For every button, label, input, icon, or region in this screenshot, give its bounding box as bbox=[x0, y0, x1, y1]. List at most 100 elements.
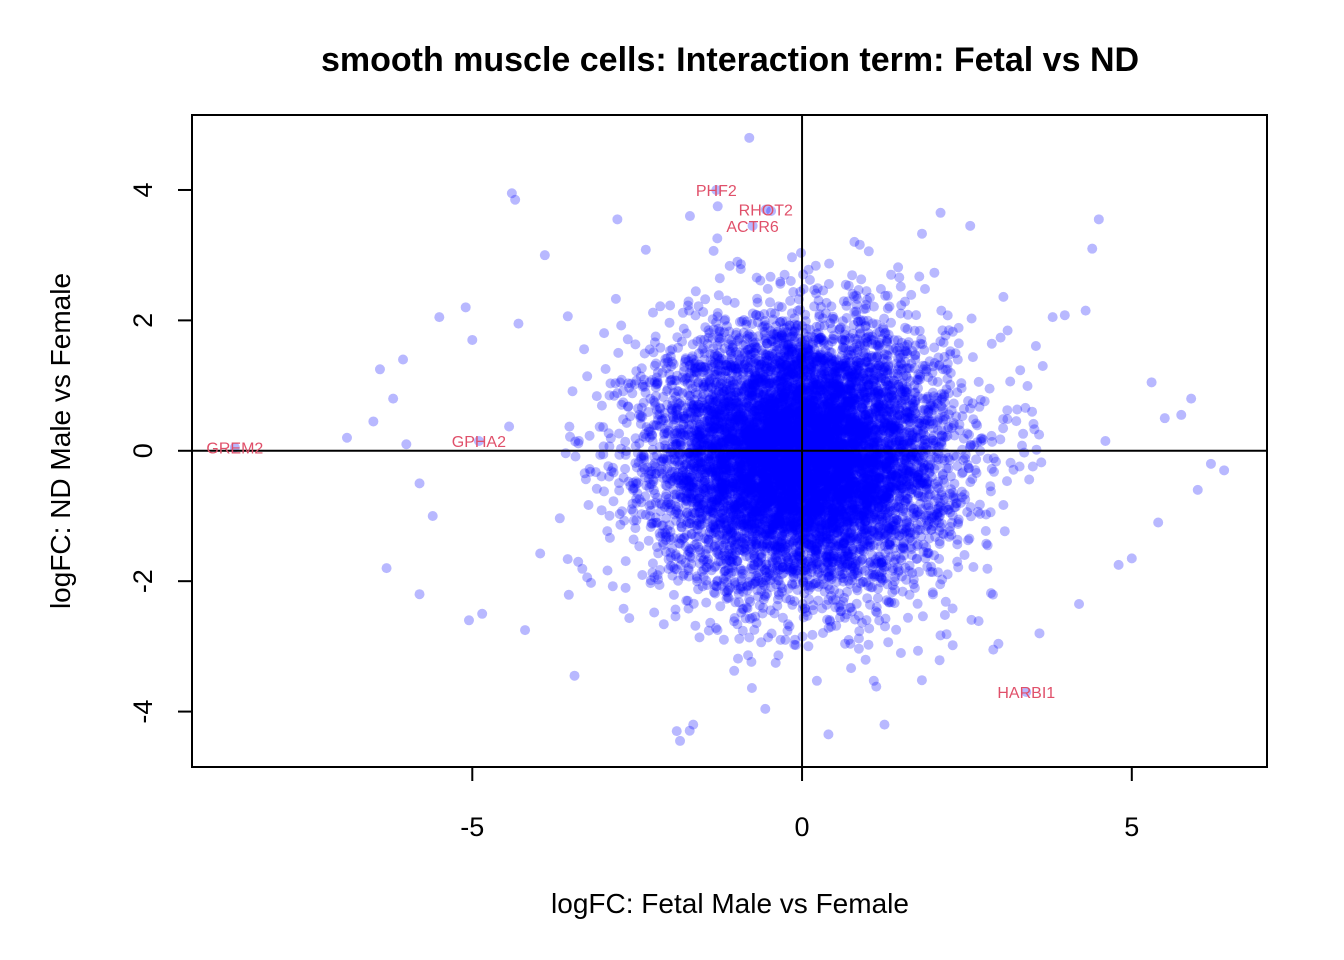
data-point bbox=[948, 418, 959, 429]
data-point bbox=[658, 453, 669, 464]
data-point bbox=[737, 396, 748, 407]
data-point bbox=[740, 442, 751, 453]
data-point bbox=[784, 459, 795, 470]
data-point bbox=[953, 322, 964, 333]
data-point bbox=[713, 416, 724, 427]
data-point bbox=[733, 471, 744, 482]
data-point bbox=[807, 476, 818, 486]
data-point bbox=[858, 546, 869, 557]
data-point bbox=[829, 390, 840, 401]
data-point bbox=[901, 407, 912, 418]
data-point bbox=[748, 559, 759, 570]
data-point bbox=[744, 441, 755, 452]
data-point bbox=[806, 372, 817, 383]
data-point bbox=[775, 542, 786, 553]
data-point bbox=[692, 429, 703, 440]
data-point bbox=[728, 560, 739, 571]
data-point bbox=[805, 500, 816, 511]
data-point bbox=[819, 382, 830, 393]
data-point bbox=[765, 489, 776, 500]
data-point bbox=[826, 353, 837, 364]
data-point bbox=[649, 458, 660, 469]
data-point bbox=[852, 462, 863, 473]
data-point bbox=[827, 508, 838, 518]
data-point bbox=[869, 481, 880, 492]
data-point bbox=[841, 384, 852, 395]
data-point bbox=[504, 421, 515, 432]
data-point bbox=[712, 351, 723, 362]
data-point bbox=[840, 397, 851, 408]
data-point bbox=[713, 441, 724, 452]
data-point bbox=[783, 472, 794, 483]
data-point bbox=[689, 434, 700, 445]
data-point bbox=[710, 438, 721, 449]
data-point bbox=[822, 416, 833, 427]
data-point bbox=[767, 529, 778, 540]
data-point bbox=[749, 523, 760, 534]
data-point bbox=[757, 460, 768, 471]
data-point bbox=[705, 528, 716, 539]
data-point bbox=[824, 432, 835, 443]
data-point bbox=[774, 495, 785, 506]
data-point bbox=[812, 543, 823, 554]
data-point bbox=[759, 316, 770, 326]
data-point bbox=[773, 520, 784, 531]
data-point bbox=[898, 471, 908, 482]
data-point bbox=[874, 399, 885, 410]
data-point bbox=[875, 577, 886, 588]
data-point bbox=[777, 493, 788, 504]
data-point bbox=[736, 533, 747, 544]
data-point bbox=[837, 360, 848, 371]
data-point bbox=[754, 513, 765, 524]
data-point bbox=[882, 365, 892, 376]
data-point bbox=[782, 421, 793, 432]
data-point bbox=[679, 568, 689, 579]
data-point bbox=[848, 387, 859, 398]
data-point bbox=[731, 436, 742, 447]
data-point bbox=[826, 450, 837, 461]
data-point bbox=[720, 479, 731, 490]
data-point bbox=[816, 497, 827, 507]
data-point bbox=[716, 580, 727, 591]
data-point bbox=[761, 338, 772, 349]
data-point bbox=[843, 390, 853, 401]
data-point bbox=[748, 479, 759, 490]
data-point bbox=[905, 532, 916, 543]
data-point bbox=[867, 414, 878, 425]
data-point bbox=[740, 500, 751, 511]
data-point bbox=[820, 531, 830, 541]
data-point bbox=[827, 406, 838, 417]
data-point bbox=[680, 374, 691, 385]
data-point bbox=[816, 508, 827, 519]
data-point bbox=[782, 440, 793, 451]
data-point bbox=[665, 473, 676, 484]
data-point bbox=[717, 482, 728, 493]
data-point bbox=[859, 486, 870, 497]
data-point bbox=[725, 432, 736, 443]
data-point bbox=[819, 396, 830, 407]
data-point bbox=[645, 522, 656, 532]
data-point bbox=[616, 320, 627, 331]
data-point bbox=[670, 604, 681, 615]
data-point bbox=[833, 484, 844, 495]
data-point bbox=[807, 436, 818, 447]
data-point bbox=[789, 569, 799, 580]
data-point bbox=[870, 340, 881, 350]
data-point bbox=[958, 455, 969, 466]
data-point bbox=[998, 500, 1009, 510]
data-point bbox=[932, 376, 943, 387]
data-point bbox=[745, 424, 756, 435]
data-point bbox=[822, 545, 833, 556]
data-point bbox=[834, 493, 845, 504]
data-point bbox=[826, 436, 837, 446]
data-point bbox=[790, 479, 800, 490]
data-point bbox=[701, 597, 712, 608]
data-point bbox=[808, 496, 819, 507]
data-point bbox=[832, 471, 843, 482]
data-point bbox=[738, 340, 749, 351]
data-point bbox=[914, 509, 925, 520]
data-point bbox=[734, 633, 745, 644]
data-point bbox=[705, 420, 716, 431]
data-point bbox=[781, 449, 791, 460]
data-point bbox=[710, 409, 721, 420]
